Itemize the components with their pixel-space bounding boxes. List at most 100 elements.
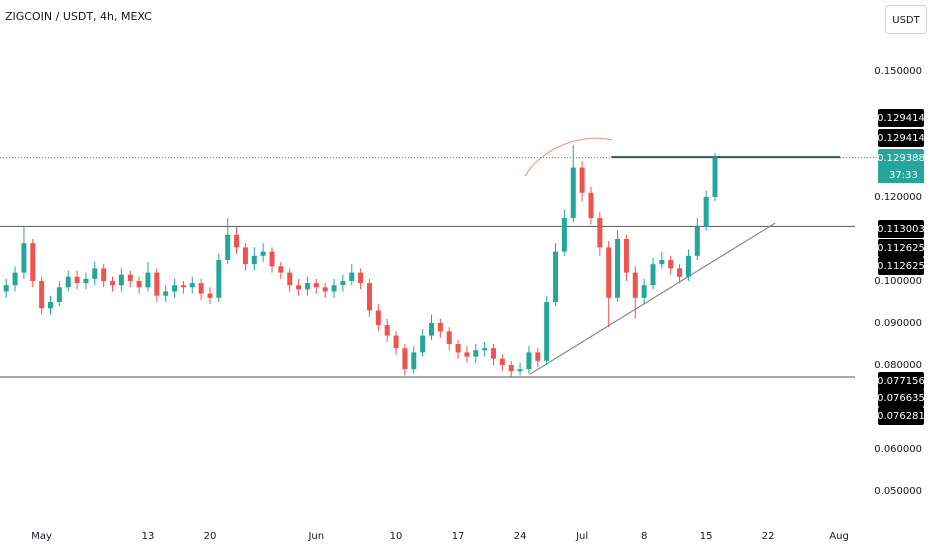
candle-body	[251, 255, 257, 265]
candle-body	[12, 272, 18, 286]
candle-body	[154, 272, 160, 296]
candle-body	[180, 285, 186, 288]
candle-body	[411, 352, 417, 370]
price-label-box	[878, 372, 924, 390]
price-label-box	[878, 239, 924, 257]
y-tick-label: 0.050000	[874, 486, 922, 497]
candle-body	[703, 196, 709, 227]
candle-body	[269, 251, 275, 267]
candle-body	[420, 335, 426, 353]
chart-title: ZIGCOIN / USDT, 4h, MEXC	[5, 10, 152, 23]
candle-body	[597, 217, 603, 248]
x-tick-label: 24	[514, 531, 527, 542]
y-tick-label: 0.080000	[874, 360, 922, 371]
candle-body	[641, 285, 647, 298]
candle-body	[375, 310, 381, 326]
candle-body	[172, 285, 178, 292]
price-label: 0.112625	[877, 243, 925, 254]
candle-body	[92, 268, 98, 279]
candle-body	[242, 247, 248, 265]
countdown-box	[878, 166, 924, 183]
candle-body	[437, 323, 443, 332]
candle-body	[313, 283, 319, 288]
candle-body	[659, 260, 665, 265]
candle-body	[499, 358, 505, 366]
candle-body	[553, 251, 559, 303]
price-label: 0.076635	[877, 393, 925, 404]
candle-body	[65, 276, 71, 288]
candle-body	[304, 283, 310, 290]
candle-body	[615, 238, 621, 298]
candle-body	[163, 291, 169, 296]
candle-body	[48, 302, 54, 309]
candle-body	[544, 302, 550, 361]
y-tick-label: 0.090000	[874, 318, 922, 329]
x-tick-label: 22	[762, 531, 775, 542]
candle-body	[83, 278, 89, 284]
price-label-box	[878, 220, 924, 238]
x-tick-label: Jul	[575, 531, 588, 542]
candle-body	[446, 331, 452, 345]
candle-body	[358, 272, 364, 284]
currency-button-box[interactable]	[885, 5, 927, 34]
candle-body	[56, 287, 62, 303]
candle-body	[455, 344, 461, 353]
price-label: 0.112625	[877, 261, 925, 272]
x-tick-label: 20	[204, 531, 217, 542]
trendline	[529, 222, 776, 375]
candle-body	[579, 167, 585, 193]
candle-body	[198, 283, 204, 294]
candle-body	[482, 348, 488, 351]
candle-body	[623, 238, 629, 273]
price-label-box	[878, 407, 924, 425]
candle-body	[668, 260, 674, 269]
candle-body	[296, 285, 302, 290]
candle-body	[30, 243, 36, 282]
candle-body	[322, 287, 328, 292]
price-label-box	[878, 389, 924, 407]
candle-body	[118, 274, 124, 286]
price-label: 0.129414	[877, 133, 925, 144]
candle-body	[331, 285, 337, 292]
candle-body	[428, 323, 434, 336]
candle-body	[101, 268, 107, 282]
y-tick-label: 0.100000	[874, 276, 922, 287]
x-tick-label: Jun	[307, 531, 324, 542]
candle-body	[694, 226, 700, 256]
candle-body	[216, 260, 222, 298]
currency-button[interactable]: USDT	[892, 15, 920, 26]
price-label-box	[878, 257, 924, 275]
x-tick-label: 10	[390, 531, 403, 542]
candle-body	[526, 352, 532, 370]
y-tick-label: 0.060000	[874, 444, 922, 455]
price-label-box	[878, 109, 924, 127]
price-label-box	[878, 129, 924, 147]
candle-body	[464, 352, 470, 357]
candle-body	[491, 348, 497, 359]
candle-body	[561, 217, 567, 252]
candle-body	[39, 281, 45, 309]
x-tick-label: 15	[700, 531, 713, 542]
y-tick-label: 0.150000	[874, 66, 922, 77]
candle-body	[677, 268, 683, 277]
candle-body	[712, 157, 718, 197]
candle-body	[402, 348, 408, 370]
candle-body	[21, 243, 27, 273]
candle-body	[145, 272, 151, 288]
x-tick-label: May	[31, 531, 52, 542]
candle-body	[650, 264, 656, 286]
candle-body	[234, 234, 240, 248]
candle-body	[632, 272, 638, 298]
price-label: 0.113003	[877, 224, 925, 235]
candle-body	[127, 274, 133, 282]
candle-body	[110, 281, 116, 286]
candle-body	[508, 365, 514, 372]
candle-body	[588, 192, 594, 218]
price-label-box	[878, 149, 924, 167]
candle-body	[287, 272, 293, 286]
y-tick-label: 0.120000	[874, 192, 922, 203]
x-tick-label: 17	[452, 531, 465, 542]
candle-body	[278, 266, 284, 273]
